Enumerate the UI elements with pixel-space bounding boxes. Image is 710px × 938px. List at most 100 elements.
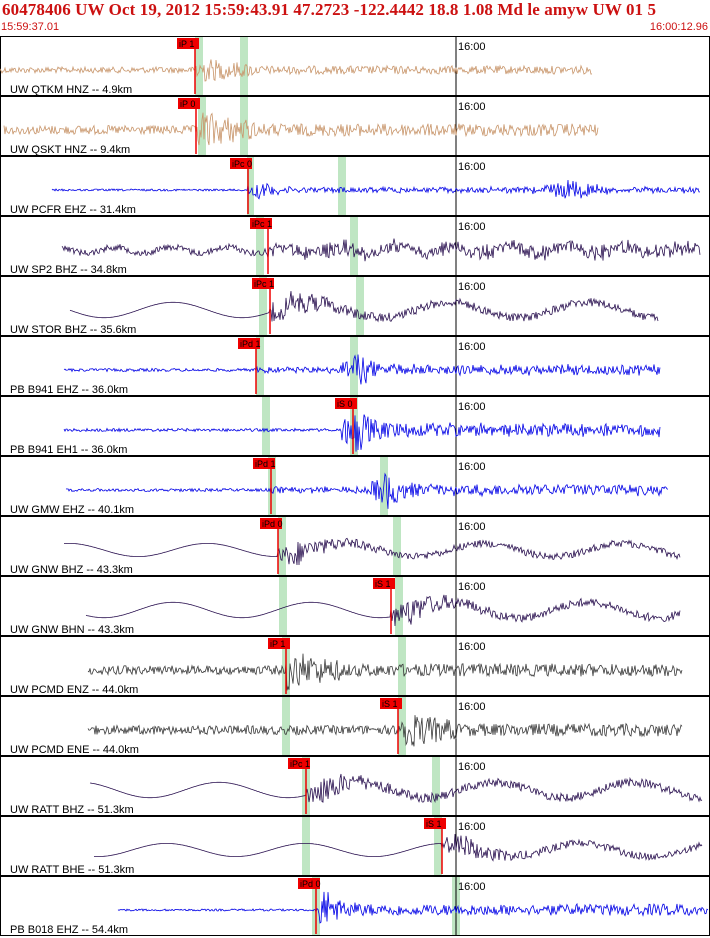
station-label: UW QSKT HNZ -- 9.4km: [10, 144, 130, 156]
minute-label: 16:00: [458, 761, 486, 773]
minute-label: 16:00: [458, 701, 486, 713]
trace-row: 16:00 iS 0 PB B941 EH1 -- 36.0km: [0, 396, 710, 456]
waveform: [117, 891, 709, 924]
s-window: [350, 337, 358, 395]
pick-box: [253, 458, 275, 469]
s-window: [240, 37, 248, 95]
pick-label: iS 1: [426, 819, 442, 829]
minute-label: 16:00: [458, 581, 486, 593]
waveform: [63, 414, 661, 452]
pick-box: [238, 338, 260, 349]
pick-label: iP 0: [180, 99, 195, 109]
pick-box: [178, 98, 200, 109]
station-label: UW PCMD ENZ -- 44.0km: [10, 684, 138, 696]
waveform: [3, 112, 599, 146]
pick-box: [230, 158, 252, 169]
waveform: [0, 59, 593, 82]
pick-label: iPc 1: [254, 279, 274, 289]
waveform: [93, 833, 703, 862]
minute-label: 16:00: [458, 401, 486, 413]
minute-label: 16:00: [458, 101, 486, 113]
station-label: UW SP2 BHZ -- 34.8km: [10, 264, 127, 276]
minute-label: 16:00: [458, 461, 486, 473]
trace-row: 16:00 iPd 0 PB B018 EHZ -- 54.4km: [0, 876, 710, 936]
waveform: [63, 354, 661, 385]
trace-row: 16:00 iS 1 UW RATT BHE -- 51.3km: [0, 816, 710, 876]
pick-box: [260, 518, 282, 529]
trace-row: 16:00 iP 0 UW QSKT HNZ -- 9.4km: [0, 96, 710, 156]
trace-row: 16:00 iP 1 UW PCMD ENZ -- 44.0km: [0, 636, 710, 696]
event-title: 60478406 UW Oct 19, 2012 15:59:43.91 47.…: [2, 0, 657, 19]
p-window: [262, 397, 270, 455]
pick-box: [380, 698, 402, 709]
station-label: UW RATT BHZ -- 51.3km: [10, 804, 134, 816]
station-label: UW GNW BHN -- 43.3km: [10, 624, 134, 636]
p-window: [195, 37, 203, 95]
p-window: [256, 337, 264, 395]
minute-label: 16:00: [458, 41, 486, 53]
pick-box: [252, 278, 274, 289]
trace-row: 16:00 iS 1 UW PCMD ENE -- 44.0km: [0, 696, 710, 756]
minute-label: 16:00: [458, 521, 486, 533]
seismogram-panel: 16:00 iP 1 UW QTKM HNZ -- 4.9km 16:00 iP 0 UW…: [0, 36, 710, 936]
s-window: [393, 517, 401, 575]
waveform: [85, 594, 681, 627]
pick-label: iS 0: [337, 399, 353, 409]
minute-label: 16:00: [458, 341, 486, 353]
station-label: UW GMW EHZ -- 40.1km: [10, 504, 134, 516]
pick-label: iPd 1: [255, 459, 276, 469]
trace-row: 16:00 iP 1 UW QTKM HNZ -- 4.9km: [0, 36, 710, 96]
pick-label: iPc 1: [252, 219, 272, 229]
waveform: [69, 291, 659, 323]
trace-row: 16:00 iPc 1 UW RATT BHZ -- 51.3km: [0, 756, 710, 816]
s-window: [356, 277, 364, 335]
station-label: UW STOR BHZ -- 35.6km: [10, 324, 136, 336]
pick-box: [335, 398, 357, 409]
s-window: [350, 217, 358, 275]
s-window: [434, 817, 442, 875]
pick-label: iP 1: [270, 639, 285, 649]
p-window: [256, 217, 264, 275]
pick-box: [373, 578, 395, 589]
minute-label: 16:00: [458, 821, 486, 833]
pick-label: iPd 1: [240, 339, 261, 349]
station-label: PB B018 EHZ -- 54.4km: [10, 924, 128, 936]
p-window: [302, 817, 310, 875]
waveform: [89, 773, 703, 803]
p-window: [278, 517, 286, 575]
station-label: UW GNW BHZ -- 43.3km: [10, 564, 133, 576]
pick-label: iPd 0: [300, 879, 321, 889]
station-label: UW PCFR EHZ -- 31.4km: [10, 204, 136, 216]
s-window: [398, 697, 406, 755]
time-start: 15:59:37.01: [1, 21, 60, 33]
p-window: [268, 457, 276, 515]
record-header: 60478406 UW Oct 19, 2012 15:59:43.91 47.…: [0, 0, 710, 36]
minute-label: 16:00: [458, 641, 486, 653]
p-window: [279, 577, 287, 635]
pick-label: iPc 0: [232, 159, 252, 169]
pick-label: iPc 1: [290, 759, 310, 769]
pick-label: iPd 0: [262, 519, 283, 529]
pick-box: [177, 38, 199, 49]
waveform: [63, 537, 681, 566]
p-window: [259, 277, 267, 335]
pick-label: iP 1: [179, 39, 194, 49]
trace-row: 16:00 iPd 1 PB B941 EHZ -- 36.0km: [0, 336, 710, 396]
p-window: [282, 697, 290, 755]
trace-row: 16:00 iS 1 UW GNW BHN -- 43.3km: [0, 576, 710, 636]
station-label: UW QTKM HNZ -- 4.9km: [10, 84, 132, 96]
waveform: [61, 238, 701, 262]
trace-row: 16:00 iPc 0 UW PCFR EHZ -- 31.4km: [0, 156, 710, 216]
station-label: UW PCMD ENE -- 44.0km: [10, 744, 139, 756]
waveform: [87, 715, 683, 747]
trace-row: 16:00 iPc 1 UW STOR BHZ -- 35.6km: [0, 276, 710, 336]
waveform: [51, 179, 701, 200]
pick-label: iS 1: [382, 699, 398, 709]
pick-box: [424, 818, 446, 829]
waveform: [65, 472, 669, 509]
s-window: [338, 157, 346, 215]
p-window: [247, 157, 254, 215]
s-window: [395, 577, 403, 635]
pick-label: iS 1: [375, 579, 391, 589]
s-window: [350, 397, 358, 455]
